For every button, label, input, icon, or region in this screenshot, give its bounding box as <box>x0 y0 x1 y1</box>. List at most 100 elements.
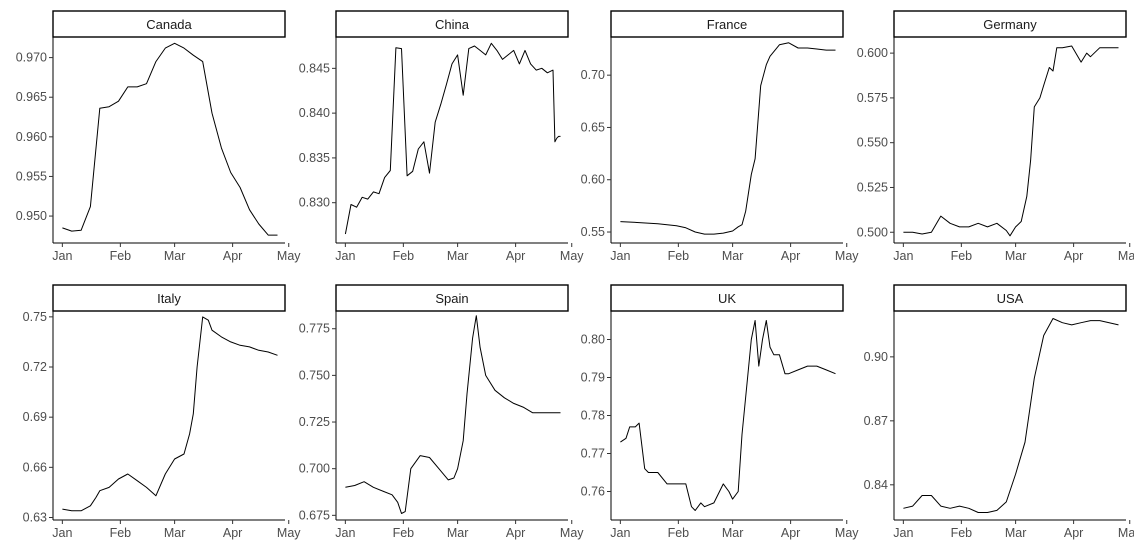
y-tick-label: 0.830 <box>299 196 330 210</box>
panel-canada: Canada 0.950 0.955 0.960 0.965 0.970 Jan Feb Mar… <box>16 10 301 263</box>
y-tick-label: 0.76 <box>581 485 605 499</box>
x-tick-label: Feb <box>668 249 690 263</box>
y-tick-label: 0.970 <box>16 51 47 65</box>
x-tick-label: Jan <box>335 249 355 263</box>
facet-title: Italy <box>157 291 181 306</box>
x-tick-label: Feb <box>393 526 415 540</box>
x-tick-label: May <box>1118 526 1134 540</box>
x-tick-label: Mar <box>164 526 186 540</box>
y-tick-label: 0.575 <box>857 91 888 105</box>
y-tick-label: 0.60 <box>581 173 605 187</box>
facet-strip <box>893 284 1127 312</box>
y-tick-label: 0.65 <box>581 120 605 134</box>
y-tick-label: 0.600 <box>857 46 888 60</box>
x-tick-label: May <box>277 526 301 540</box>
y-tick-label: 0.960 <box>16 130 47 144</box>
y-tick-label: 0.87 <box>864 414 888 428</box>
y-tick-label: 0.75 <box>23 310 47 324</box>
panel-france: France 0.55 0.60 0.65 0.70 Jan Feb Mar Apr May <box>581 10 859 263</box>
facet-strip <box>335 284 569 312</box>
y-tick-label: 0.77 <box>581 447 605 461</box>
y-tick-label: 0.78 <box>581 409 605 423</box>
x-tick-label: Jan <box>335 526 355 540</box>
facet-title: Canada <box>146 17 192 32</box>
facet-strip <box>610 284 844 312</box>
facet-title: Germany <box>983 17 1037 32</box>
x-tick-label: Mar <box>722 249 744 263</box>
x-tick-label: Feb <box>110 526 132 540</box>
series-line <box>903 45 1119 237</box>
x-tick-label: May <box>560 526 584 540</box>
y-tick-label: 0.90 <box>864 350 888 364</box>
series-line <box>620 320 836 511</box>
y-tick-label: 0.845 <box>299 61 330 75</box>
y-tick-label: 0.80 <box>581 333 605 347</box>
facet-title: France <box>707 17 747 32</box>
x-tick-label: Mar <box>1005 526 1027 540</box>
panel-usa: USA 0.84 0.87 0.90 Jan Feb Mar Apr May <box>864 284 1134 540</box>
y-tick-label: 0.675 <box>299 508 330 522</box>
series-line <box>62 42 278 236</box>
y-tick-label: 0.840 <box>299 106 330 120</box>
x-tick-label: Mar <box>447 526 469 540</box>
facet-strip <box>893 10 1127 38</box>
panel-germany: Germany 0.500 0.525 0.550 0.575 0.600 Jan Feb Ma… <box>857 10 1134 263</box>
facet-strip <box>335 10 569 38</box>
x-tick-label: Feb <box>668 526 690 540</box>
x-tick-label: May <box>277 249 301 263</box>
y-tick-label: 0.835 <box>299 151 330 165</box>
x-tick-label: Apr <box>223 526 242 540</box>
x-tick-label: Mar <box>447 249 469 263</box>
x-tick-label: Feb <box>110 249 132 263</box>
x-tick-label: Apr <box>781 526 800 540</box>
panel-china: China 0.830 0.835 0.840 0.845 Jan Feb Mar Apr May <box>299 10 584 263</box>
panel-italy: Italy 0.63 0.66 0.69 0.72 0.75 Jan Feb Mar Apr May <box>23 284 301 540</box>
y-tick-label: 0.775 <box>299 322 330 336</box>
x-tick-label: Jan <box>893 249 913 263</box>
x-tick-label: Jan <box>610 249 630 263</box>
y-tick-label: 0.525 <box>857 180 888 194</box>
facet-title: China <box>435 17 470 32</box>
y-tick-label: 0.700 <box>299 462 330 476</box>
y-tick-label: 0.72 <box>23 360 47 374</box>
series-line <box>903 318 1119 513</box>
x-tick-label: Feb <box>393 249 415 263</box>
y-tick-label: 0.55 <box>581 225 605 239</box>
y-tick-label: 0.955 <box>16 169 47 183</box>
series-line <box>620 42 836 235</box>
x-tick-label: Jan <box>52 526 72 540</box>
panel-spain: Spain 0.675 0.700 0.725 0.750 0.775 Jan Feb Mar A… <box>299 284 584 540</box>
x-tick-label: Jan <box>52 249 72 263</box>
series-line <box>62 316 278 512</box>
facet-title: USA <box>997 291 1024 306</box>
y-tick-label: 0.725 <box>299 415 330 429</box>
facet-title: UK <box>718 291 736 306</box>
y-tick-label: 0.750 <box>299 368 330 382</box>
facet-strip <box>610 10 844 38</box>
x-tick-label: Apr <box>1064 526 1083 540</box>
y-tick-label: 0.79 <box>581 371 605 385</box>
y-tick-label: 0.550 <box>857 136 888 150</box>
y-tick-label: 0.70 <box>581 68 605 82</box>
x-tick-label: Apr <box>223 249 242 263</box>
y-tick-label: 0.66 <box>23 460 47 474</box>
x-tick-label: Apr <box>781 249 800 263</box>
y-tick-label: 0.500 <box>857 225 888 239</box>
x-tick-label: Feb <box>951 526 973 540</box>
y-tick-label: 0.69 <box>23 410 47 424</box>
x-tick-label: May <box>835 249 859 263</box>
x-tick-label: Mar <box>164 249 186 263</box>
x-tick-label: May <box>835 526 859 540</box>
facet-title: Spain <box>435 291 468 306</box>
y-tick-label: 0.63 <box>23 510 47 524</box>
x-tick-label: Apr <box>1064 249 1083 263</box>
facet-strip <box>52 284 286 312</box>
x-tick-label: Apr <box>506 526 525 540</box>
y-tick-label: 0.950 <box>16 209 47 223</box>
x-tick-label: Jan <box>610 526 630 540</box>
y-tick-label: 0.84 <box>864 478 888 492</box>
x-tick-label: May <box>560 249 584 263</box>
x-tick-label: Mar <box>1005 249 1027 263</box>
x-tick-label: Apr <box>506 249 525 263</box>
